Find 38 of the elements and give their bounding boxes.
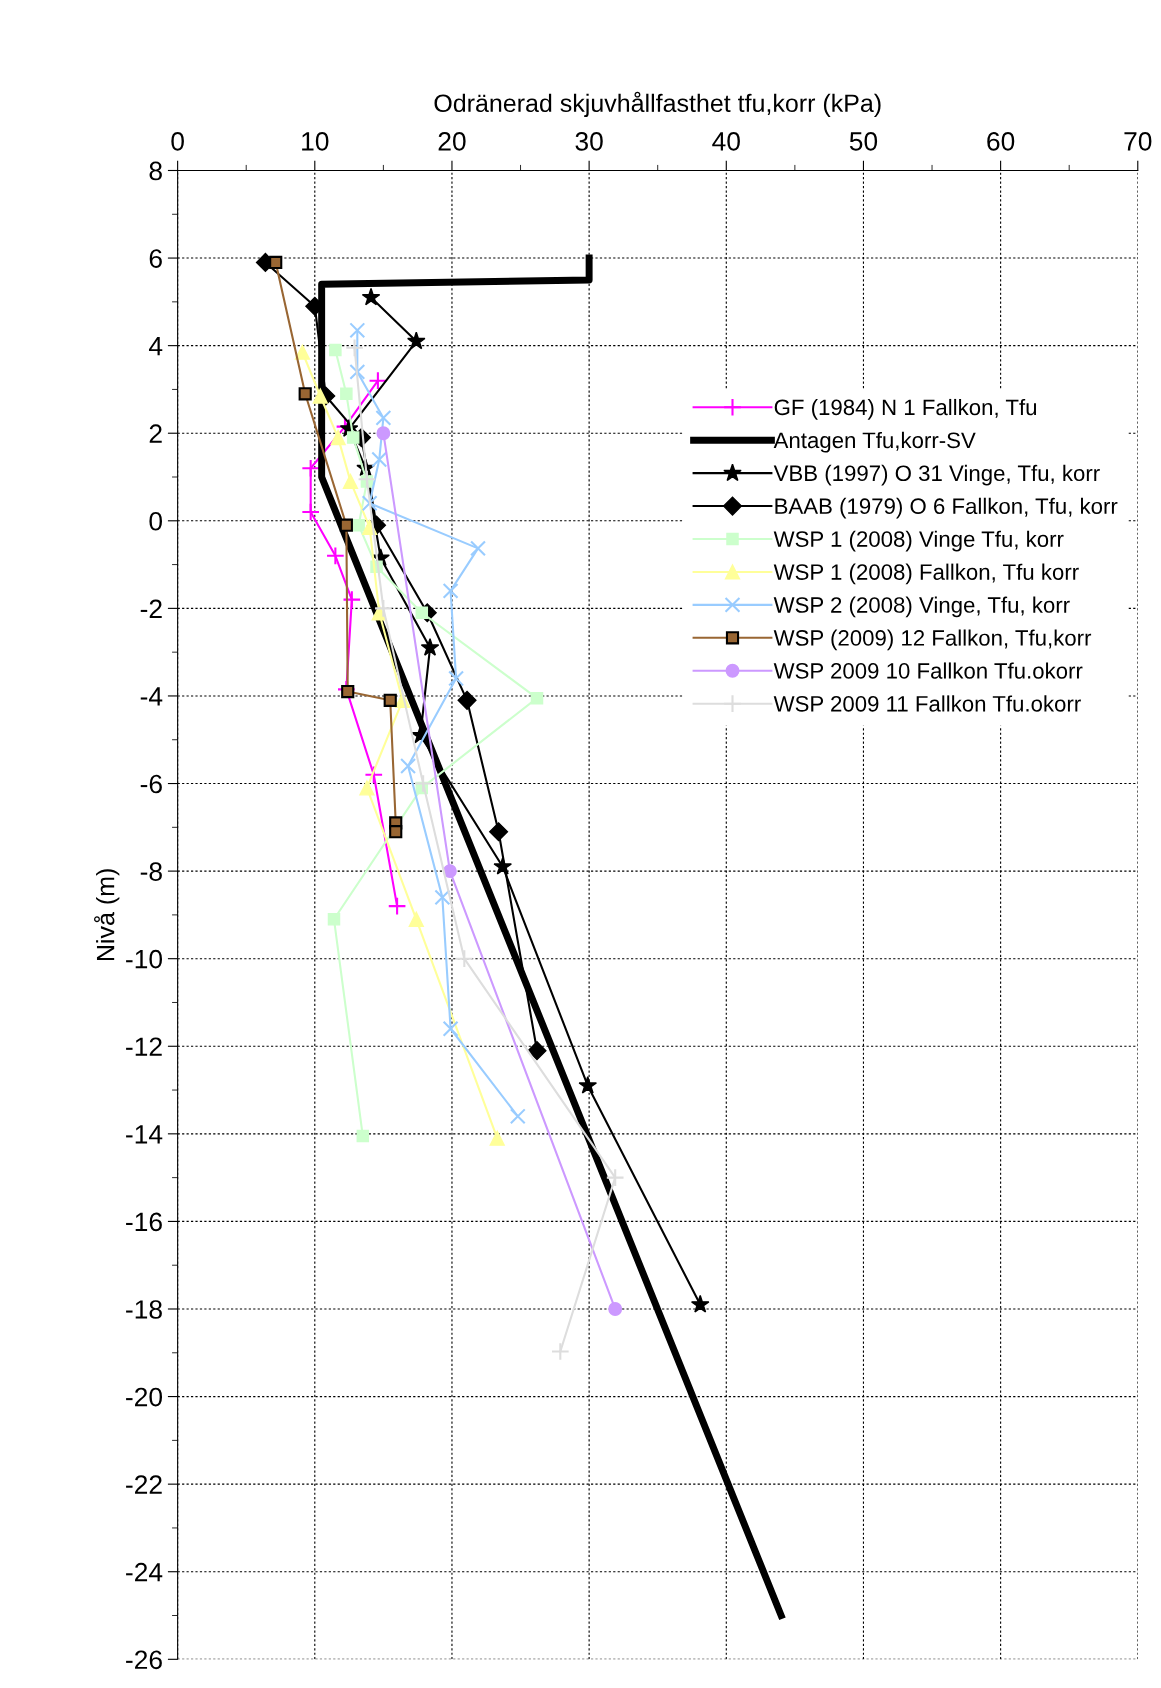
y-tick-label: -18 <box>126 1300 162 1319</box>
y-tick-label: 4 <box>148 337 163 356</box>
legend-label: WSP 2009 10 Fallkon Tfu.okorr <box>773 662 1083 679</box>
x-tick-label: 40 <box>712 132 740 151</box>
y-tick-label: -22 <box>126 1475 162 1494</box>
legend-label: WSP 1 (2008) Fallkon, Tfu korr <box>773 563 1079 585</box>
x-axis-title: Odränerad skjuvhållfasthet tfu,korr (kPa) <box>434 91 881 118</box>
y-tick-label: 2 <box>149 424 162 443</box>
y-tick-label: -26 <box>126 1650 162 1670</box>
x-tick-label: 50 <box>849 132 878 151</box>
y-tick-label: 6 <box>149 249 162 268</box>
y-tick-label: -2 <box>140 599 162 618</box>
y-tick-label: -4 <box>140 687 163 706</box>
x-tick-label: 10 <box>302 132 329 151</box>
y-axis-title: Nivå (m) <box>94 869 120 961</box>
y-tick-label: -20 <box>126 1387 163 1407</box>
legend-label: WSP 2009 11 Fallkon Tfu.okorr <box>773 695 1081 712</box>
x-tick-label: 30 <box>575 132 603 151</box>
legend-label: WSP (2009) 12 Fallkon, Tfu,korr <box>773 629 1092 651</box>
legend-label: VBB (1997) O 31 Vinge, Tfu, korr <box>773 464 1100 486</box>
legend-label: WSP 2 (2008) Vinge, Tfu, korr <box>773 596 1070 618</box>
y-tick-label: -12 <box>126 1037 162 1056</box>
x-tick-label: 60 <box>987 132 1015 151</box>
x-tick-label: 0 <box>171 132 184 151</box>
y-tick-label: -16 <box>126 1212 162 1232</box>
y-tick-label: -6 <box>140 774 162 794</box>
legend-label: WSP 1 (2008) Vinge Tfu, korr <box>773 530 1064 552</box>
y-tick-label: 8 <box>149 161 162 181</box>
legend-label: Antagen Tfu,korr-SV <box>773 431 976 453</box>
y-tick-label: -8 <box>140 862 162 881</box>
y-tick-label: 0 <box>149 511 163 531</box>
legend-label: BAAB (1979) O 6 Fallkon, Tfu, korr <box>775 497 1118 519</box>
x-tick-label: 20 <box>438 132 466 151</box>
legend-label: GF (1984) N 1 Fallkon, Tfu <box>774 398 1037 420</box>
x-tick-label: 70 <box>1124 132 1152 151</box>
y-tick-label: -24 <box>126 1562 163 1582</box>
y-tick-label: -10 <box>126 949 163 969</box>
y-tick-label: -14 <box>126 1125 163 1144</box>
